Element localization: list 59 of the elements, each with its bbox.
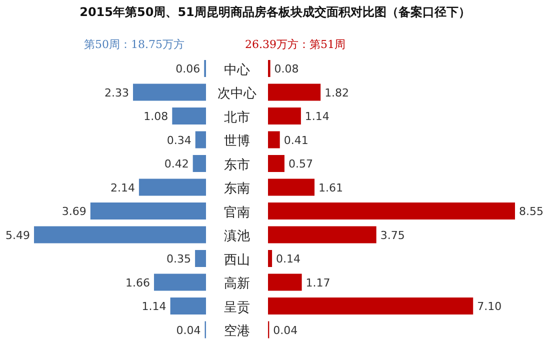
bar [268, 178, 315, 196]
y-tick-label: 滇池 [224, 229, 250, 244]
y-tick-label: 次中心 [218, 86, 256, 102]
data-label: 5.49 [6, 228, 30, 242]
bar [268, 250, 272, 267]
data-label: 0.14 [276, 252, 301, 266]
bar [268, 108, 301, 124]
y-tick-label: 呈贡 [224, 300, 250, 316]
data-label: 3.75 [380, 228, 405, 242]
bar [133, 84, 206, 101]
bar [195, 131, 206, 148]
y-tick-label: 官南 [224, 204, 250, 220]
data-label: 0.57 [288, 158, 313, 170]
data-label: 3.69 [62, 205, 86, 218]
y-tick-label: 中心 [224, 62, 250, 78]
bar [170, 298, 206, 314]
data-label: 0.42 [164, 158, 189, 170]
bar [172, 108, 206, 124]
bar [268, 84, 321, 101]
y-tick-label: 北市 [224, 110, 250, 126]
data-label: 7.10 [477, 300, 502, 313]
text: 26.39万方：第51周 [245, 37, 346, 52]
bar [138, 178, 206, 196]
bar [195, 250, 206, 267]
data-label: 1.61 [318, 181, 344, 194]
bar [268, 226, 376, 244]
data-label: 2.33 [104, 86, 129, 100]
data-label: 1.14 [304, 110, 330, 123]
data-label: 0.04 [273, 324, 298, 337]
data-label: 0.08 [274, 62, 299, 76]
y-tick-label: 东市 [224, 158, 250, 173]
bar [268, 298, 474, 314]
y-tick-label: 世博 [224, 134, 250, 150]
data-label: 0.35 [166, 252, 192, 266]
data-label: 1.66 [125, 276, 150, 290]
bar [192, 155, 206, 172]
series-label: 第50周：18.75万方 [84, 37, 184, 52]
data-label: 0.41 [284, 134, 308, 147]
y-tick-label: 东南 [224, 182, 250, 197]
bar [268, 202, 515, 220]
data-label: 0.34 [166, 134, 192, 147]
y-tick-label: 空港 [224, 324, 250, 340]
bar [34, 226, 206, 244]
bar [268, 155, 284, 172]
bar [268, 131, 280, 148]
bar [154, 274, 206, 291]
data-label: 0.06 [176, 62, 200, 76]
data-label: 1.17 [306, 276, 330, 290]
data-label: 0.04 [176, 324, 201, 337]
data-label: 1.82 [324, 86, 350, 100]
y-tick-label: 西山 [224, 252, 250, 268]
data-label: 1.14 [142, 300, 166, 313]
data-label: 8.55 [519, 205, 544, 218]
bar [90, 202, 206, 220]
data-label: 1.08 [144, 110, 168, 123]
text: 2015年第50周、51周昆明商品房各板块成交面积对比图（备案口径下） [78, 4, 472, 21]
data-label: 2.14 [110, 181, 135, 194]
y-tick-label: 高新 [224, 276, 250, 292]
bar [268, 274, 302, 291]
